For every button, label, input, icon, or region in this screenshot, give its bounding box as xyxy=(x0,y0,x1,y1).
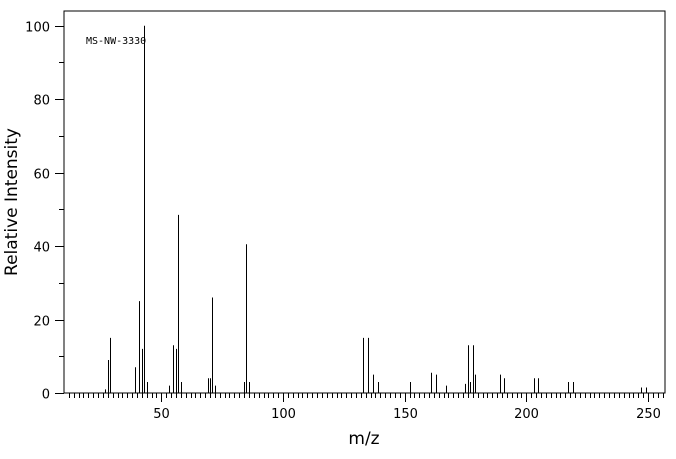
x-tick-label: 200 xyxy=(514,407,539,422)
x-tick-label: 150 xyxy=(393,407,418,422)
y-axis-title: Relative Intensity xyxy=(2,128,22,276)
minor-ticks xyxy=(59,62,664,398)
y-tick-label: 80 xyxy=(33,94,50,109)
y-tick-label: 20 xyxy=(33,315,50,330)
x-tick-label: 50 xyxy=(153,407,170,422)
spectrum-id-annotation: MS-NW-3330 xyxy=(86,36,146,47)
y-tick-label: 40 xyxy=(33,241,50,256)
y-tick-label: 0 xyxy=(42,388,50,403)
tick-labels: 50 100 150 200 250 0 20 40 60 80 100 xyxy=(25,21,661,423)
x-tick-label: 250 xyxy=(636,407,661,422)
spectrum-peaks xyxy=(105,25,647,393)
x-axis-title: m/z xyxy=(348,429,379,449)
major-ticks xyxy=(55,26,649,402)
plot-frame xyxy=(63,10,666,394)
y-tick-label: 100 xyxy=(25,21,50,36)
y-tick-label: 60 xyxy=(33,168,50,183)
x-tick-label: 100 xyxy=(271,407,296,422)
